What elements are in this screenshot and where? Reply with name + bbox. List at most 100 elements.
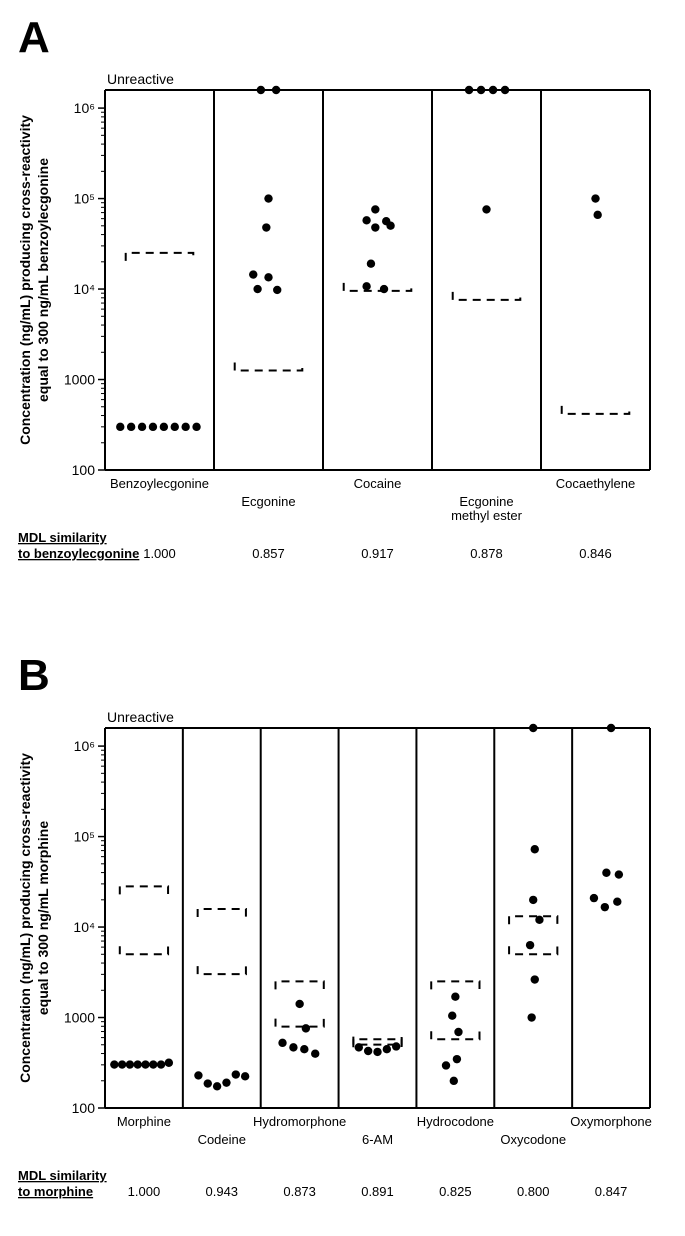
mdl-value: 0.878 (470, 546, 503, 561)
data-point (181, 423, 189, 431)
data-point (149, 423, 157, 431)
y-tick-label: 10⁶ (74, 100, 95, 116)
data-point (531, 975, 539, 983)
y-tick-label: 10⁶ (74, 738, 95, 754)
mdl-value: 0.846 (579, 546, 612, 561)
data-point (300, 1045, 308, 1053)
y-axis-label-2: equal to 300 ng/mL morphine (35, 821, 51, 1015)
category-label: Ecgonine (459, 494, 513, 509)
range-hi (120, 886, 168, 894)
data-point (157, 1060, 165, 1068)
range-lo (198, 966, 246, 974)
unreactive-label: Unreactive (107, 71, 174, 87)
y-axis-label-1: Concentration (ng/mL) producing cross-re… (17, 115, 33, 445)
data-point (134, 1060, 142, 1068)
y-axis-label-2: equal to 300 ng/mL benzoylecgonine (35, 158, 51, 402)
y-tick-label: 10⁵ (74, 191, 95, 207)
range-hi (431, 981, 479, 989)
data-point (118, 1060, 126, 1068)
category-label: Cocaethylene (556, 476, 636, 491)
data-point (527, 1013, 535, 1021)
range-lo (235, 362, 303, 370)
data-point (383, 1045, 391, 1053)
data-point (615, 870, 623, 878)
mdl-row-label-2: to morphine (18, 1184, 93, 1199)
data-point (222, 1078, 230, 1086)
y-tick-label: 10⁴ (73, 919, 95, 935)
data-point (302, 1024, 310, 1032)
panel-label: A (18, 13, 50, 62)
data-point (613, 898, 621, 906)
data-point (257, 86, 265, 94)
panel-label: B (18, 651, 50, 700)
range-lo (562, 406, 630, 414)
data-point (371, 205, 379, 213)
mdl-value: 0.891 (361, 1184, 394, 1199)
data-point (442, 1061, 450, 1069)
mdl-value: 1.000 (143, 546, 176, 561)
data-point (192, 423, 200, 431)
range-hi (509, 916, 557, 924)
data-point (489, 86, 497, 94)
data-point (526, 941, 534, 949)
data-point (362, 282, 370, 290)
data-point (450, 1077, 458, 1085)
range-lo (120, 946, 168, 954)
data-point (501, 86, 509, 94)
data-point (602, 869, 610, 877)
data-point (141, 1060, 149, 1068)
data-point (386, 222, 394, 230)
data-point (232, 1070, 240, 1078)
y-tick-label: 10⁴ (73, 281, 95, 297)
category-label: methyl ester (451, 508, 522, 523)
data-point (454, 1028, 462, 1036)
y-axis-label-1: Concentration (ng/mL) producing cross-re… (17, 753, 33, 1083)
unreactive-label: Unreactive (107, 709, 174, 725)
data-point (273, 286, 281, 294)
data-point (241, 1072, 249, 1080)
data-point (380, 285, 388, 293)
data-point (311, 1050, 319, 1058)
category-label: Hydrocodone (417, 1114, 494, 1129)
mdl-row-label-1: MDL similarity (18, 530, 107, 545)
panel-a-svg: A100100010⁴10⁵10⁶UnreactiveConcentration… (0, 0, 685, 620)
y-tick-label: 100 (72, 1100, 96, 1116)
data-point (253, 285, 261, 293)
data-point (138, 423, 146, 431)
y-tick-label: 1000 (64, 1010, 95, 1026)
category-label: Codeine (198, 1132, 246, 1147)
data-point (367, 260, 375, 268)
data-point (165, 1059, 173, 1067)
data-point (171, 423, 179, 431)
category-label: Ecgonine (241, 494, 295, 509)
data-point (194, 1071, 202, 1079)
range-hi (198, 909, 246, 917)
category-label: Oxymorphone (570, 1114, 652, 1129)
range-lo (276, 1019, 324, 1027)
data-point (160, 423, 168, 431)
range-lo (453, 292, 521, 300)
data-point (392, 1042, 400, 1050)
category-label: 6-AM (362, 1132, 393, 1147)
category-label: Oxycodone (500, 1132, 566, 1147)
data-point (362, 216, 370, 224)
category-label: Hydromorphone (253, 1114, 346, 1129)
data-point (126, 1060, 134, 1068)
mdl-row-label-1: MDL similarity (18, 1168, 107, 1183)
data-point (127, 423, 135, 431)
range-hi (276, 981, 324, 989)
data-point (149, 1060, 157, 1068)
data-point (264, 273, 272, 281)
mdl-value: 0.825 (439, 1184, 472, 1199)
data-point (531, 845, 539, 853)
mdl-value: 0.917 (361, 546, 394, 561)
mdl-value: 0.847 (595, 1184, 628, 1199)
data-point (249, 270, 257, 278)
data-point (529, 724, 537, 732)
data-point (477, 86, 485, 94)
data-point (371, 223, 379, 231)
category-label: Benzoylecgonine (110, 476, 209, 491)
data-point (262, 223, 270, 231)
data-point (593, 211, 601, 219)
data-point (289, 1043, 297, 1051)
